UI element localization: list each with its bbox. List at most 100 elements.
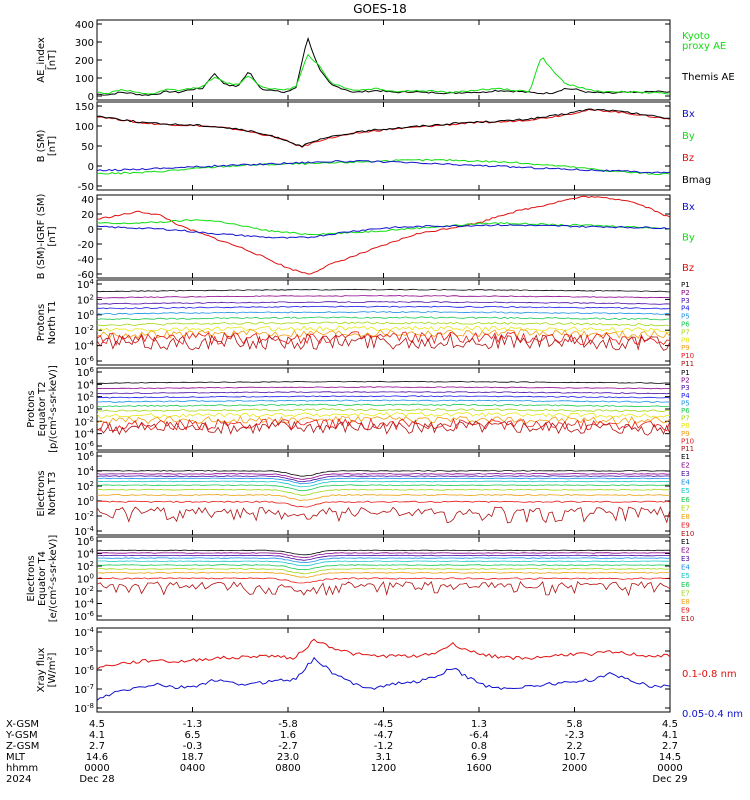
y-axis-label-line: North T3 xyxy=(47,472,58,516)
panel-dbsm: 40 20 0 -20 -40 -60 B (SM)-IGRF (SM) [nT] Bx By Bz xyxy=(36,194,695,281)
channel-p4 xyxy=(96,305,671,310)
y-axis-label-line: Equator T2 xyxy=(37,382,48,437)
y-tick-label: 106 xyxy=(77,366,95,379)
plot-frame xyxy=(96,101,671,191)
y-axis-label: Protons North T1 xyxy=(36,301,58,345)
y-axis-label: Protons Equator T2 [p/(cm²-s-sr-keV)] xyxy=(26,365,59,453)
legend-item: 0.05-0.4 nm xyxy=(682,709,743,720)
footer-row-label: Z-GSM xyxy=(6,741,39,752)
plot-frame xyxy=(96,627,671,713)
footer-cell: 1.6 xyxy=(280,730,296,741)
footer-cell: -4.5 xyxy=(374,719,394,730)
legend-item-p10: P10 xyxy=(681,352,694,360)
channel-p5 xyxy=(96,311,671,315)
footer-cell: -0.3 xyxy=(183,741,203,752)
channel-e5 xyxy=(96,560,671,567)
legend-item-p9: P9 xyxy=(681,344,690,352)
y-axis-label-line: North T1 xyxy=(47,301,58,345)
y-tick-label: 104 xyxy=(77,378,95,391)
legend-item-e7: E7 xyxy=(681,589,690,597)
y-axis-label-line: [nT] xyxy=(47,136,58,156)
footer-cell: 0000 xyxy=(84,763,109,774)
channel-p7 xyxy=(96,408,671,413)
channel-e8 xyxy=(96,493,671,502)
channel-p8 xyxy=(96,411,670,419)
channel-p10 xyxy=(96,417,671,432)
legend-item-p1: P1 xyxy=(681,281,690,289)
series-by xyxy=(96,158,671,176)
y-tick-label: 10-6 xyxy=(74,664,94,677)
y-axis-label-line: Protons xyxy=(36,304,47,341)
legend-item-p11: P11 xyxy=(681,360,694,368)
footer-cell: Dec 28 xyxy=(79,774,114,785)
footer-cell: 14.6 xyxy=(86,752,108,763)
footer-cell: 0400 xyxy=(180,763,205,774)
legend-item-e1: E1 xyxy=(681,453,690,461)
y-axis-label-line: [nT] xyxy=(47,226,58,246)
footer-cell: 2.7 xyxy=(662,741,678,752)
legend-item-e8: E8 xyxy=(681,598,690,606)
y-tick-label: 100 xyxy=(75,122,94,133)
legend-item-p5: P5 xyxy=(681,399,690,407)
footer-cell: 2.7 xyxy=(89,741,105,752)
y-tick-label: 10-7 xyxy=(74,683,94,696)
channel-e3 xyxy=(96,554,671,561)
y-axis-label-line: Equator T4 xyxy=(37,551,48,606)
y-tick-label: -50 xyxy=(78,182,94,193)
series-themis-ae xyxy=(97,36,671,96)
legend-item-p3: P3 xyxy=(681,384,690,392)
channel-e9 xyxy=(96,577,671,584)
legend-item-e3: E3 xyxy=(681,470,690,478)
channel-p4 xyxy=(96,395,671,399)
y-tick-label: 100 xyxy=(75,74,94,85)
footer-cell: 1.3 xyxy=(471,719,487,730)
y-tick-label: 400 xyxy=(75,20,94,31)
legend-item-e5: E5 xyxy=(681,572,690,580)
y-axis-label-line: Electrons xyxy=(36,470,47,516)
footer-cell: 18.7 xyxy=(181,752,203,763)
footer-cell: -4.7 xyxy=(374,730,394,741)
footer-cell: 2000 xyxy=(562,763,587,774)
y-axis-label-line: [e/(cm²-s-sr-keV)] xyxy=(48,535,59,623)
footer-cell: 14.5 xyxy=(659,752,681,763)
y-tick-label: 106 xyxy=(77,450,95,463)
legend-item-p8: P8 xyxy=(681,422,690,430)
y-axis-label-line: [p/(cm²-s-sr-keV)] xyxy=(48,365,59,453)
y-tick-label: 10-2 xyxy=(74,510,94,523)
footer-cell: 3.1 xyxy=(376,752,392,763)
legend-item-e9: E9 xyxy=(681,606,690,614)
legend-item-e2: E2 xyxy=(681,547,690,555)
channel-e8 xyxy=(96,571,671,578)
y-tick-label: 102 xyxy=(77,560,94,573)
legend-item-p5: P5 xyxy=(681,313,690,321)
channel-p7 xyxy=(96,321,671,327)
footer-cell: -5.8 xyxy=(278,719,298,730)
legend-item: Bz xyxy=(682,263,694,274)
legend-item-e3: E3 xyxy=(681,555,690,563)
legend-item-p7: P7 xyxy=(681,328,690,336)
series-0-1-0-8-nm xyxy=(96,638,671,670)
y-tick-label: 102 xyxy=(77,391,94,404)
channel-e9 xyxy=(97,500,671,508)
footer-row-label: hhmm xyxy=(6,763,38,774)
y-tick-label: 0 xyxy=(88,92,94,103)
y-tick-label: 150 xyxy=(75,102,94,113)
footer-cell: 4.1 xyxy=(662,730,678,741)
legend-item: Themis AE xyxy=(681,72,735,83)
y-tick-label: 100 xyxy=(77,403,94,416)
channel-p11 xyxy=(96,419,671,436)
footer-cell: -2.3 xyxy=(565,730,585,741)
legend-item: Kyoto xyxy=(682,31,710,42)
legend-item-p1: P1 xyxy=(681,369,690,377)
footer-row-label: MLT xyxy=(6,752,26,763)
y-tick-label: 100 xyxy=(77,573,94,586)
channel-p11 xyxy=(96,332,671,351)
legend-item-p2: P2 xyxy=(681,377,690,385)
y-tick-label: 0 xyxy=(88,225,94,236)
footer-cell: 1200 xyxy=(371,763,396,774)
legend-item-p9: P9 xyxy=(681,430,690,438)
y-tick-label: 104 xyxy=(77,548,95,561)
